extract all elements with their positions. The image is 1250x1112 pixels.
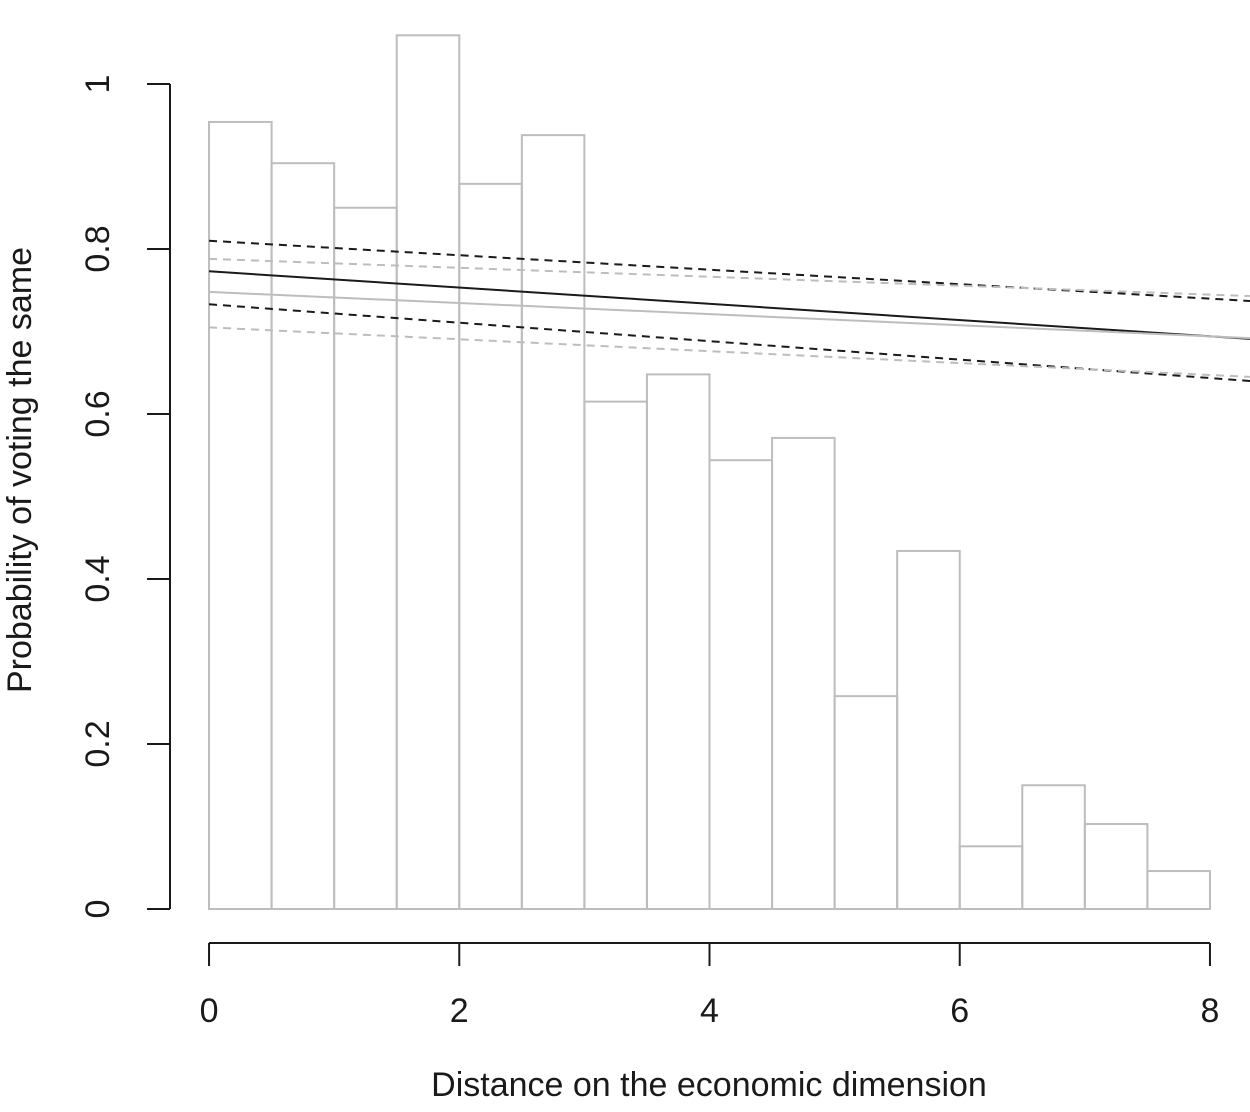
bar [583,400,648,910]
y-tick-label: 0.4 [79,555,117,602]
x-tick-label: 4 [700,992,719,1030]
x-tick-label: 2 [450,992,469,1030]
bar [833,695,899,911]
x-tick-label: 8 [1201,992,1220,1030]
bar [896,549,961,910]
y-tick-label: 0.2 [79,720,117,767]
line [208,239,1250,302]
bar [771,436,836,910]
line [208,270,1250,340]
y-axis-title: Probability of voting the same [1,247,39,693]
line [208,290,1250,340]
bar [208,120,273,910]
bar [1021,784,1086,910]
y-tick-label: 0.6 [79,390,117,437]
line [208,326,1250,378]
bar [395,34,461,910]
y-tick-label: 1 [79,75,117,94]
y-tick-label: 0 [79,900,117,919]
y-tick-label: 0.8 [79,225,117,272]
x-axis-title: Distance on the economic dimension [431,1066,987,1104]
bar [958,845,1024,910]
bar [645,373,711,910]
bar [1083,823,1149,911]
bar [458,182,523,910]
bar [333,206,398,910]
bar [708,459,774,910]
x-tick-label: 0 [200,992,219,1030]
bar [1146,870,1211,910]
x-tick-label: 6 [950,992,969,1030]
bar [520,134,586,910]
line [209,257,1250,298]
